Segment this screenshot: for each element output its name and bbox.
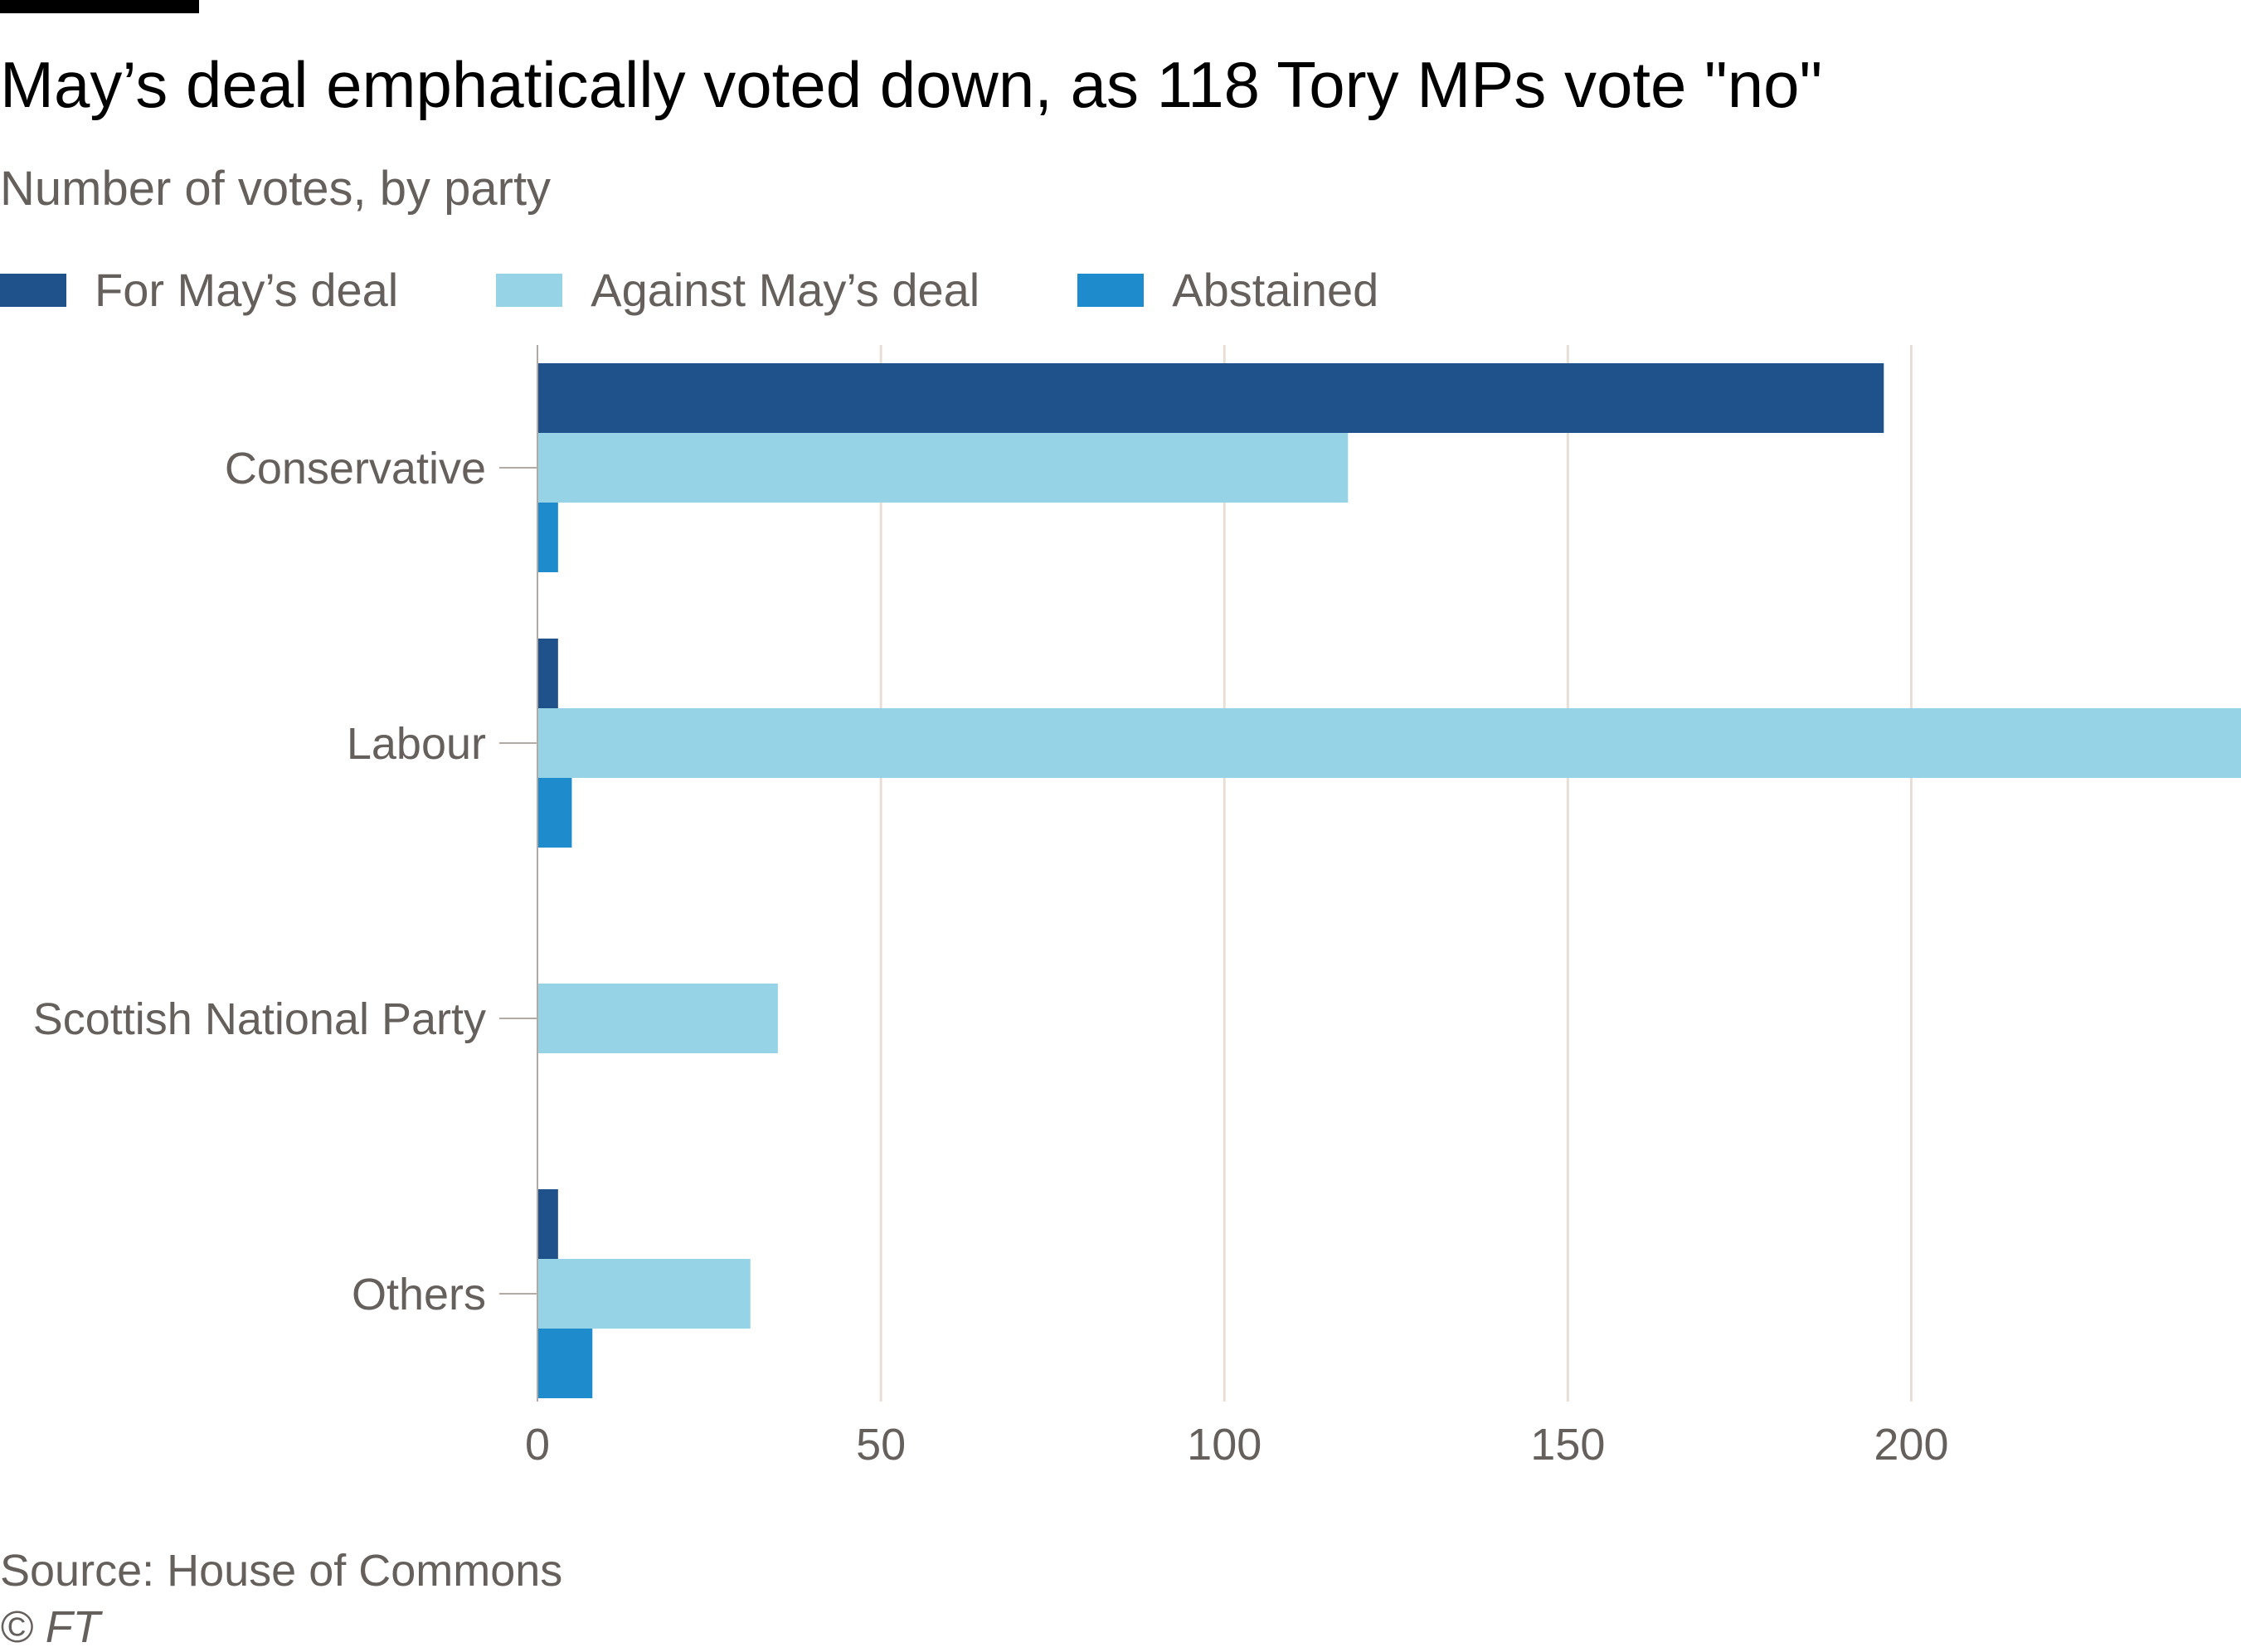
category-label: Scottish National Party bbox=[33, 994, 486, 1044]
legend-swatch-abstained bbox=[1077, 274, 1145, 307]
source-note: Source: House of Commons bbox=[0, 1546, 563, 1596]
bar-abstained-labour bbox=[537, 778, 572, 848]
x-tick-label: 150 bbox=[1530, 1420, 1605, 1470]
legend-label-abstained: Abstained bbox=[1172, 264, 1379, 316]
bar-abstained-others bbox=[537, 1329, 593, 1398]
bars bbox=[537, 363, 2241, 1398]
header-rule bbox=[0, 0, 199, 13]
bar-abstained-conservative bbox=[537, 503, 558, 572]
ft-credit: © FT bbox=[0, 1602, 100, 1652]
category-label: Others bbox=[352, 1270, 486, 1319]
bar-for-others bbox=[537, 1189, 558, 1259]
x-tick-label: 0 bbox=[525, 1420, 550, 1470]
x-tick-label: 50 bbox=[856, 1420, 906, 1470]
legend-item-abstained: Abstained bbox=[1077, 259, 1378, 322]
x-tick-label: 100 bbox=[1187, 1420, 1261, 1470]
chart-title: May’s deal emphatically voted down, as 1… bbox=[0, 48, 1823, 121]
chart-subtitle: Number of votes, by party bbox=[0, 162, 552, 216]
legend-swatch-for bbox=[0, 274, 66, 307]
bar-against-scottish-national-party bbox=[537, 984, 778, 1053]
bar-against-conservative bbox=[537, 433, 1349, 503]
bar-for-labour bbox=[537, 639, 558, 708]
bar-chart: 0 50 100 150 200 Conservative Labour Scottish N… bbox=[33, 345, 2241, 1470]
axes: 0 50 100 150 200 Conservative Labour Scottish N… bbox=[33, 345, 1949, 1470]
bar-against-others bbox=[537, 1259, 751, 1329]
x-tick-label: 200 bbox=[1874, 1420, 1948, 1470]
legend-label-against: Against May’s deal bbox=[591, 264, 980, 316]
gridlines bbox=[879, 345, 1913, 1402]
chart-legend: For May’s deal Against May’s deal Abstai… bbox=[0, 259, 1476, 322]
legend-item-for: For May’s deal bbox=[0, 259, 398, 322]
category-label: Labour bbox=[347, 719, 486, 769]
bar-for-conservative bbox=[537, 363, 1884, 433]
category-label: Conservative bbox=[225, 444, 486, 493]
legend-label-for: For May’s deal bbox=[95, 264, 399, 316]
bar-against-labour bbox=[537, 708, 2241, 778]
legend-item-against: Against May’s deal bbox=[496, 259, 980, 322]
legend-swatch-against bbox=[496, 274, 563, 307]
